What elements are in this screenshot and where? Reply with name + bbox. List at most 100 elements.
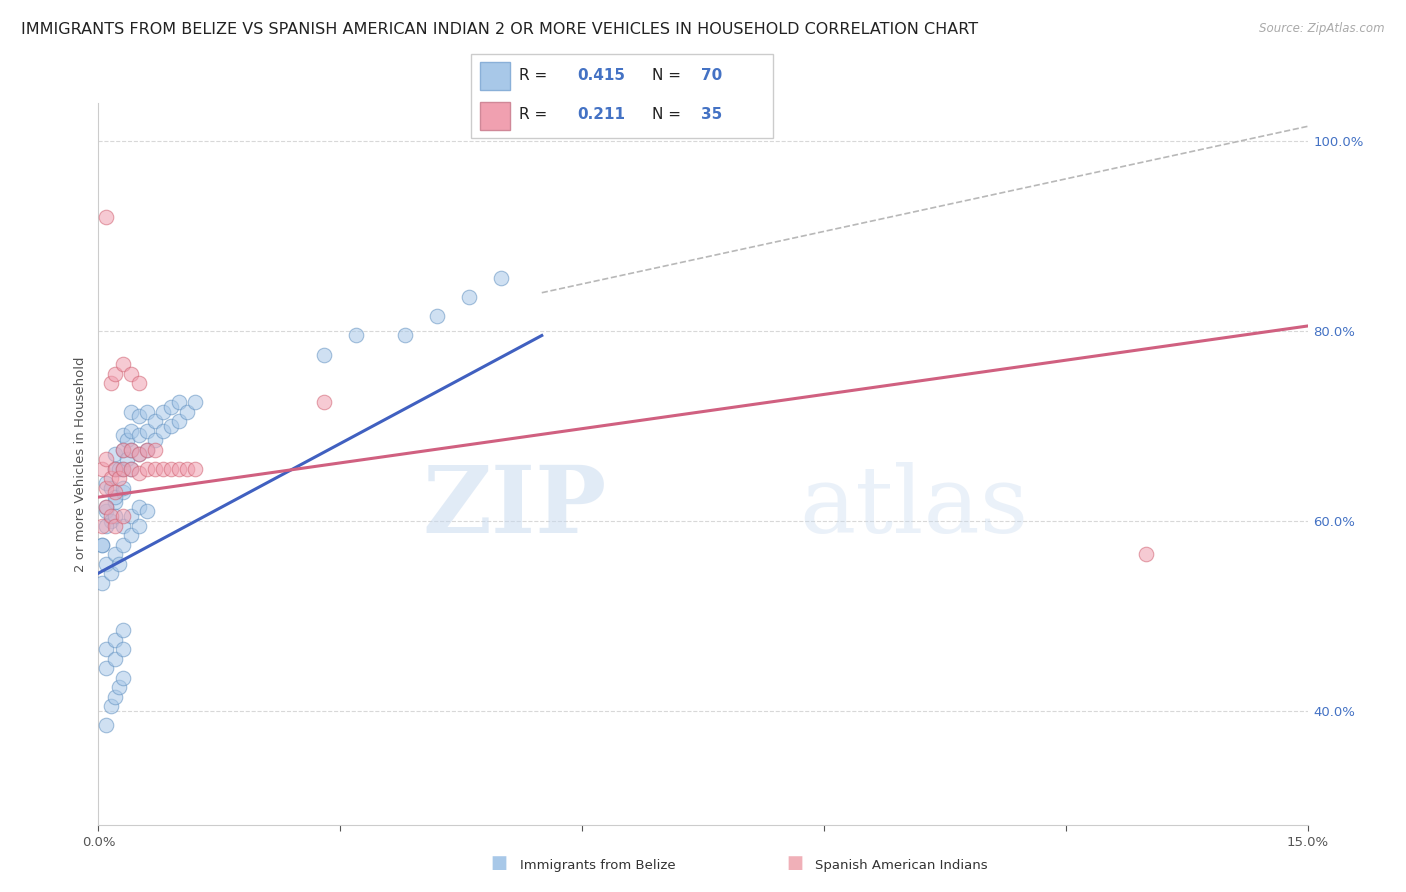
Point xyxy=(167,414,190,428)
Point xyxy=(128,376,150,390)
Point xyxy=(100,376,122,390)
Point xyxy=(111,481,134,495)
Point xyxy=(176,404,198,418)
Point xyxy=(111,461,134,475)
Point xyxy=(491,271,513,285)
Point xyxy=(100,509,122,524)
Text: ■: ■ xyxy=(491,855,508,872)
Point xyxy=(135,424,157,438)
Text: Spanish American Indians: Spanish American Indians xyxy=(815,859,988,872)
Point xyxy=(120,442,142,457)
Point xyxy=(91,575,114,590)
Point xyxy=(128,467,150,481)
Text: R =: R = xyxy=(519,107,557,122)
Point xyxy=(120,404,142,418)
Point xyxy=(107,557,129,571)
Point xyxy=(103,367,125,381)
Point xyxy=(111,442,134,457)
Point xyxy=(184,461,207,475)
Point xyxy=(96,210,118,224)
Text: N =: N = xyxy=(652,68,686,83)
Point xyxy=(103,509,125,524)
Point xyxy=(135,504,157,518)
Point xyxy=(103,690,125,704)
Point xyxy=(107,680,129,694)
Point xyxy=(184,395,207,409)
Text: Immigrants from Belize: Immigrants from Belize xyxy=(520,859,676,872)
Point xyxy=(135,404,157,418)
Point xyxy=(426,310,449,324)
Point xyxy=(100,566,122,581)
Point xyxy=(103,651,125,665)
Point xyxy=(96,500,118,514)
Point xyxy=(128,409,150,424)
Text: ZIP: ZIP xyxy=(422,462,606,552)
Point xyxy=(103,447,125,461)
Point xyxy=(120,424,142,438)
Point xyxy=(458,290,481,304)
Point xyxy=(103,490,125,504)
Point xyxy=(96,661,118,675)
Point xyxy=(111,642,134,657)
Text: 70: 70 xyxy=(700,68,723,83)
Point xyxy=(107,461,129,475)
Point xyxy=(143,442,166,457)
Point xyxy=(120,528,142,542)
Point xyxy=(115,452,138,467)
Point xyxy=(111,509,134,524)
Point xyxy=(96,642,118,657)
FancyBboxPatch shape xyxy=(479,102,510,130)
Point xyxy=(120,442,142,457)
Point xyxy=(103,518,125,533)
Point xyxy=(100,471,122,485)
Point xyxy=(96,518,118,533)
Point xyxy=(111,428,134,442)
Point xyxy=(115,433,138,447)
Text: atlas: atlas xyxy=(800,462,1029,552)
Point xyxy=(96,504,118,518)
Point xyxy=(111,461,134,475)
Point xyxy=(152,404,174,418)
Point xyxy=(103,495,125,509)
Point xyxy=(160,400,183,414)
Point xyxy=(152,461,174,475)
Point xyxy=(128,500,150,514)
Point xyxy=(111,485,134,500)
Point xyxy=(344,328,367,343)
Point xyxy=(176,461,198,475)
Point xyxy=(96,557,118,571)
Text: N =: N = xyxy=(652,107,686,122)
Point xyxy=(103,632,125,647)
Point xyxy=(143,461,166,475)
Point xyxy=(111,442,134,457)
Point xyxy=(314,395,336,409)
Point xyxy=(128,428,150,442)
Point xyxy=(120,461,142,475)
Point xyxy=(314,347,336,361)
Point xyxy=(143,433,166,447)
Text: 35: 35 xyxy=(700,107,723,122)
Point xyxy=(167,395,190,409)
Point xyxy=(96,718,118,732)
Text: R =: R = xyxy=(519,68,553,83)
Point xyxy=(111,357,134,371)
Text: IMMIGRANTS FROM BELIZE VS SPANISH AMERICAN INDIAN 2 OR MORE VEHICLES IN HOUSEHOL: IMMIGRANTS FROM BELIZE VS SPANISH AMERIC… xyxy=(21,22,979,37)
Point xyxy=(394,328,416,343)
Point xyxy=(107,471,129,485)
Point xyxy=(91,538,114,552)
Point xyxy=(103,547,125,561)
Point xyxy=(100,481,122,495)
Point xyxy=(103,461,125,475)
Point xyxy=(103,485,125,500)
Point xyxy=(167,461,190,475)
Point xyxy=(96,481,118,495)
Point xyxy=(1135,547,1157,561)
Text: ■: ■ xyxy=(786,855,803,872)
Point xyxy=(91,518,114,533)
Point xyxy=(135,442,157,457)
Text: 0.211: 0.211 xyxy=(576,107,624,122)
Point xyxy=(120,509,142,524)
Point xyxy=(91,461,114,475)
Point xyxy=(128,447,150,461)
Point xyxy=(91,538,114,552)
